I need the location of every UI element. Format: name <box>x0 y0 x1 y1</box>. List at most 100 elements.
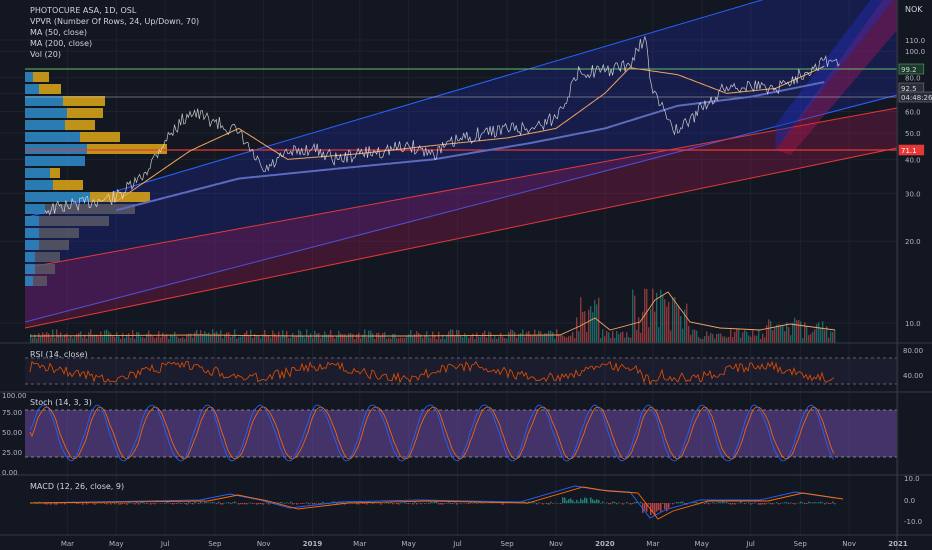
volume-bar <box>482 332 484 343</box>
macd-histogram-bar <box>658 503 660 511</box>
volume-bar <box>550 330 552 343</box>
vp-neutral-bar <box>45 204 135 214</box>
macd-tick: 0.0 <box>904 497 915 505</box>
macd-histogram-bar <box>606 502 608 504</box>
volume-bar <box>232 335 234 343</box>
rsi-label[interactable]: RSI (14, close) <box>30 350 88 359</box>
volume-bar <box>742 332 744 343</box>
macd-histogram-bar <box>324 502 326 504</box>
volume-bar <box>180 338 182 343</box>
volume-bar <box>270 337 272 343</box>
volume-label[interactable]: Vol (20) <box>30 50 61 59</box>
volume-bar <box>746 331 748 343</box>
volume-bar <box>32 337 34 343</box>
volume-bar <box>504 338 506 343</box>
macd-histogram-bar <box>390 502 392 504</box>
volume-bar <box>580 297 582 343</box>
volume-bar <box>736 329 738 343</box>
macd-histogram-bar <box>372 503 374 505</box>
macd-histogram-bar <box>76 503 78 505</box>
macd-histogram-bar <box>154 503 156 505</box>
macd-histogram-bar <box>750 503 752 505</box>
volume-bar <box>492 338 494 343</box>
macd-histogram-bar <box>664 503 666 510</box>
vp-neutral-bar <box>39 240 69 250</box>
volume-bar <box>258 335 260 343</box>
vp-up-bar <box>25 216 39 226</box>
volume-bar <box>60 332 62 343</box>
volume-bar <box>650 308 652 343</box>
macd-histogram-bar <box>228 502 230 504</box>
volume-bar <box>820 328 822 343</box>
stoch-d-line <box>29 406 835 460</box>
volume-bar <box>438 331 440 343</box>
volume-bar <box>48 333 50 343</box>
trend-channels <box>24 0 898 329</box>
macd-histogram-bar <box>636 502 638 504</box>
macd-label[interactable]: MACD (12, 26, close, 9) <box>30 482 125 491</box>
volume-bar <box>686 303 688 343</box>
macd-histogram-bar <box>644 503 646 511</box>
macd-histogram-bar <box>366 503 368 505</box>
macd-histogram-bar <box>438 503 440 505</box>
stoch-label[interactable]: Stoch (14, 3, 3) <box>30 398 92 407</box>
volume-bar <box>148 330 150 343</box>
volume-bar <box>268 335 270 343</box>
macd-histogram-bar <box>574 502 576 504</box>
macd-histogram-bar <box>356 503 358 505</box>
volume-bar <box>460 335 462 343</box>
macd-histogram-bar <box>696 502 698 504</box>
macd-histogram-bar <box>456 503 458 505</box>
volume-bar <box>408 334 410 343</box>
chart-grid <box>0 0 899 535</box>
vp-neutral-bar <box>33 276 47 286</box>
volume-bar <box>522 329 524 343</box>
volume-bar <box>578 331 580 343</box>
macd-histogram-bar <box>170 503 172 504</box>
price-marker-label: 92.5 <box>901 85 917 93</box>
vp-down-bar <box>87 144 167 154</box>
volume-bar <box>674 297 676 343</box>
volume-bar <box>798 320 800 343</box>
time-axis[interactable]: Mar May Jul Sep Nov 2019 Mar May Jul Sep Nov 2020 Ma… <box>61 540 908 548</box>
ma200-label[interactable]: MA (200, close) <box>30 39 93 48</box>
macd-histogram-bar <box>198 503 200 505</box>
volume-bar <box>658 327 660 343</box>
volume-bar <box>750 336 752 343</box>
volume-bar <box>834 330 836 343</box>
symbol-title[interactable]: PHOTOCURE ASA, 1D, OSL <box>30 6 137 15</box>
volume-bar <box>832 332 834 343</box>
volume-bar <box>116 332 118 343</box>
vp-up-bar <box>25 156 85 166</box>
macd-histogram-bar <box>308 503 310 505</box>
macd-histogram-bar <box>118 503 120 505</box>
vp-up-bar <box>25 276 33 286</box>
volume-bar <box>100 331 102 343</box>
ma50-label[interactable]: MA (50, close) <box>30 28 88 37</box>
macd-histogram-bar <box>286 502 288 504</box>
macd-histogram-bar <box>608 503 610 505</box>
volume-bar <box>38 333 40 343</box>
volume-bar <box>764 337 766 343</box>
macd-histogram-bar <box>732 503 734 505</box>
volume-bar <box>330 330 332 343</box>
volume-bar <box>82 337 84 343</box>
volume-bar <box>266 334 268 343</box>
price-axis[interactable]: NOK110.0100.080.070.060.050.040.030.020.… <box>2 5 932 526</box>
volume-bar <box>142 337 144 343</box>
macd-histogram-bar <box>112 502 114 504</box>
vpvr-label[interactable]: VPVR (Number Of Rows, 24, Up/Down, 70) <box>30 17 200 26</box>
macd-histogram-bar <box>238 503 240 505</box>
volume-bar <box>432 331 434 343</box>
volume-bar <box>154 338 156 343</box>
volume-bar <box>412 335 414 343</box>
macd-tick: 10.0 <box>904 475 920 483</box>
macd-histogram-bar <box>208 502 210 504</box>
vp-neutral-bar <box>39 216 109 226</box>
volume-bar <box>434 335 436 343</box>
volume-bar <box>738 329 740 343</box>
volume-bar <box>286 330 288 343</box>
volume-bar <box>632 289 634 343</box>
